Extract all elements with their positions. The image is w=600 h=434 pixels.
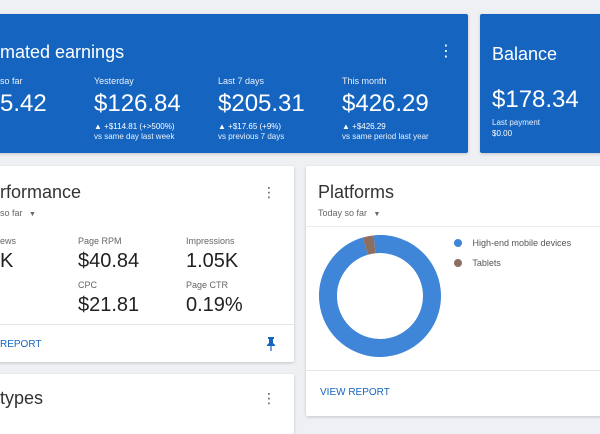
metric-label: Impressions xyxy=(186,236,235,246)
stat-label: Yesterday xyxy=(94,76,134,86)
stat-today: so far 5.42 xyxy=(0,76,47,118)
legend-label: High-end mobile devices xyxy=(472,238,572,248)
platforms-range-dropdown[interactable]: Today so far ▼ xyxy=(318,208,380,218)
stat-yesterday: Yesterday $126.84 ▲ +$114.81 (+>500%) vs… xyxy=(94,76,181,141)
stat-value: $205.31 xyxy=(218,90,305,117)
last-payment-label: Last payment xyxy=(492,118,541,127)
stat-label: so far xyxy=(0,76,23,86)
metric-value: 0.19% xyxy=(186,294,243,316)
stat-change: ▲ +$426.29 xyxy=(342,122,386,131)
metric-label: ews xyxy=(0,236,17,246)
metric-value: $21.81 xyxy=(78,294,140,316)
metric-label: Page RPM xyxy=(78,236,122,246)
performance-footer: REPORT xyxy=(0,324,294,363)
platforms-card: Platforms Today so far ▼ High-end mobile… xyxy=(306,166,600,416)
stat-value: 5.42 xyxy=(0,90,47,117)
platforms-divider xyxy=(306,226,600,227)
stat-label: This month xyxy=(342,76,387,86)
types-more-icon[interactable]: ⋮ xyxy=(262,390,276,406)
pin-icon[interactable] xyxy=(266,337,276,356)
metric-value: K xyxy=(0,250,14,272)
donut-slice-tablets[interactable] xyxy=(319,235,441,357)
stat-compare: vs same period last year xyxy=(342,132,429,141)
stat-label: Last 7 days xyxy=(218,76,265,86)
platforms-donut-chart xyxy=(319,235,441,357)
stat-last-7-days: Last 7 days $205.31 ▲ +$17.65 (+9%) vs p… xyxy=(218,76,305,141)
metric-cpc: CPC $21.81 xyxy=(78,280,139,317)
stat-value: $426.29 xyxy=(342,90,429,117)
types-card: types ⋮ xyxy=(0,374,294,434)
metric-impressions: Impressions 1.05K xyxy=(186,236,238,273)
earnings-more-icon[interactable]: ⋮ xyxy=(438,43,454,60)
range-label: so far xyxy=(0,208,23,218)
legend-dot xyxy=(454,259,462,267)
stat-change: ▲ +$17.65 (+9%) xyxy=(218,122,282,131)
legend-item-high-end-mobile[interactable]: High-end mobile devices xyxy=(454,238,571,248)
platforms-footer: VIEW REPORT xyxy=(306,370,600,417)
metric-value: $40.84 xyxy=(78,250,140,272)
stat-value: $126.84 xyxy=(94,90,181,117)
legend-item-tablets[interactable]: Tablets xyxy=(454,258,501,268)
stat-this-month: This month $426.29 ▲ +$426.29 vs same pe… xyxy=(342,76,429,141)
stat-compare: vs same day last week xyxy=(94,132,175,141)
performance-range-dropdown[interactable]: so far ▼ xyxy=(0,208,36,218)
caret-down-icon: ▼ xyxy=(373,211,381,218)
range-label: Today so far xyxy=(318,208,368,218)
performance-card: rformance so far ▼ ⋮ ews K Page RPM $40.… xyxy=(0,166,294,362)
metric-page-ctr: Page CTR 0.19% xyxy=(186,280,243,317)
balance-value: $178.34 xyxy=(492,86,579,113)
earnings-title: mated earnings xyxy=(0,42,125,62)
caret-down-icon: ▼ xyxy=(29,211,36,218)
legend-dot xyxy=(454,239,462,247)
last-payment-value: $0.00 xyxy=(492,129,513,138)
metric-value: 1.05K xyxy=(186,250,239,272)
estimated-earnings-card: mated earnings ⋮ so far 5.42 Yesterday $… xyxy=(0,14,468,153)
metric-label: CPC xyxy=(78,280,98,290)
performance-more-icon[interactable]: ⋮ xyxy=(262,184,276,200)
balance-title: Balance xyxy=(492,44,558,64)
performance-report-link[interactable]: REPORT xyxy=(0,339,42,350)
performance-title: rformance xyxy=(0,182,82,202)
metric-page-rpm: Page RPM $40.84 xyxy=(78,236,139,273)
legend-label: Tablets xyxy=(472,258,501,268)
metric-label: Page CTR xyxy=(186,280,229,290)
metric-page-views: ews K xyxy=(0,236,16,273)
stat-compare: vs previous 7 days xyxy=(218,132,285,141)
platforms-view-report-link[interactable]: VIEW REPORT xyxy=(320,387,390,398)
platforms-title: Platforms xyxy=(318,182,395,202)
balance-card[interactable]: Balance $178.34 Last payment $0.00 xyxy=(480,14,600,153)
stat-change: ▲ +$114.81 (+>500%) xyxy=(94,122,175,131)
donut-slice-high-end-mobile-devices[interactable] xyxy=(319,235,441,357)
types-title: types xyxy=(0,388,44,408)
